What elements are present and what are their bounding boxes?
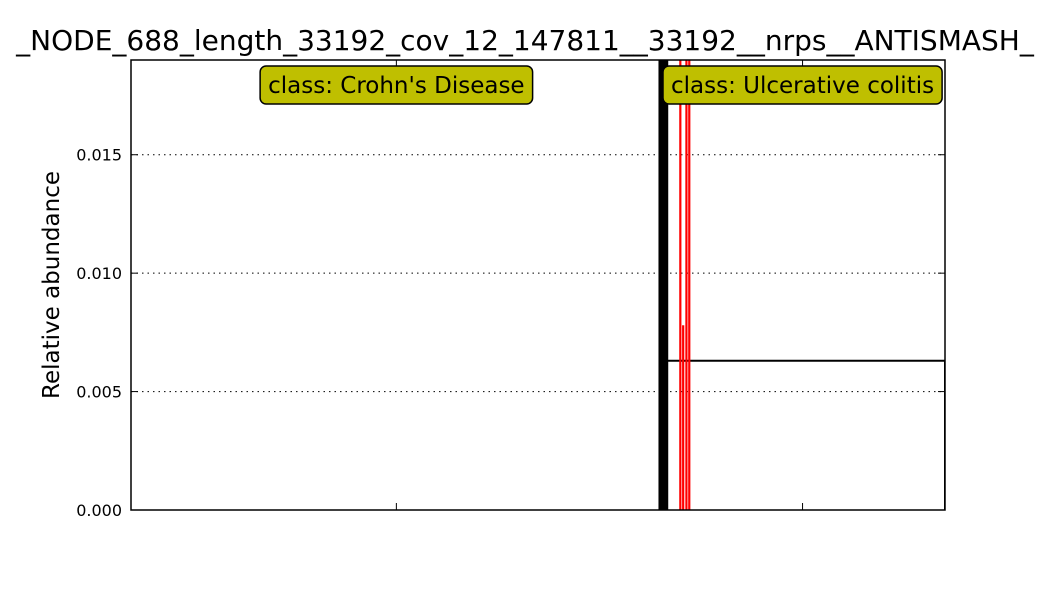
class-label-box [259, 65, 534, 105]
bar [688, 60, 691, 510]
y-tick-label: 0.005 [76, 383, 122, 402]
chart-title: _NODE_688_length_33192_cov_12_147811__33… [15, 24, 1035, 57]
bar [658, 60, 669, 510]
plot-frame [130, 59, 946, 511]
y-axis-label: Relative abundance [39, 171, 65, 399]
plot-area: 0.000 0.005 0.010 0.015 class: Crohn's Disea… [76, 59, 946, 520]
bars-group [658, 60, 945, 510]
y-tick-label: 0.010 [76, 264, 122, 283]
class-label-text: class: Ulcerative colitis [671, 73, 934, 99]
y-tick-label: 0.000 [76, 501, 122, 520]
bar [685, 60, 688, 510]
class-label-text: class: Crohn's Disease [268, 73, 524, 99]
y-tick-label: 0.015 [76, 146, 122, 165]
bar [679, 60, 682, 510]
class-label-box [662, 65, 943, 105]
bar [682, 325, 685, 510]
